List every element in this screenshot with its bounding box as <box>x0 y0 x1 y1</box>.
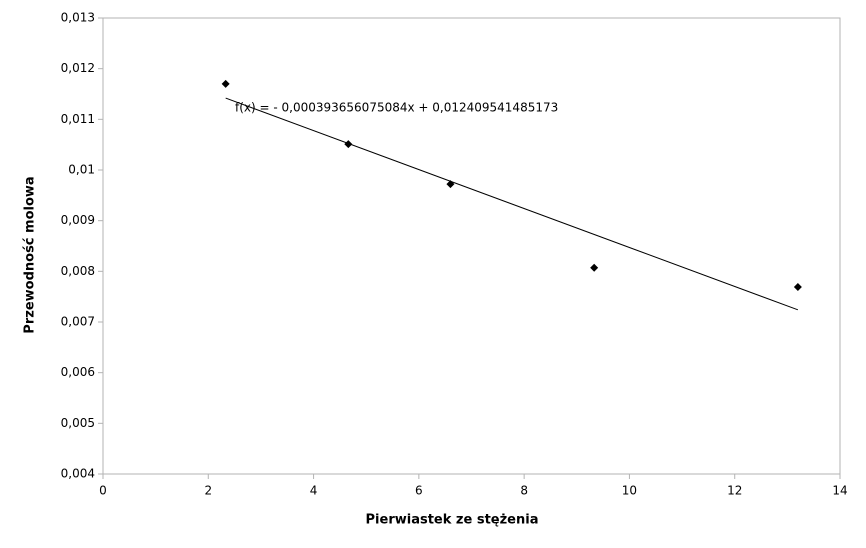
y-tick-label: 0,007 <box>61 315 95 329</box>
plot-area <box>102 17 841 475</box>
point <box>221 79 230 88</box>
y-tick-label: 0,01 <box>68 163 95 177</box>
x-tick-label: 6 <box>415 484 423 498</box>
y-tick-label: 0,005 <box>61 416 95 430</box>
y-tick-label: 0,008 <box>61 264 95 278</box>
y-tick-label: 0,012 <box>61 61 95 75</box>
point <box>590 263 599 272</box>
x-tick-label: 0 <box>99 484 107 498</box>
point <box>344 140 353 149</box>
annotation: f(x) = - 0,000393656075084x + 0,01240954… <box>235 101 558 115</box>
x-tick-label: 12 <box>727 484 742 498</box>
x-tick-label: 8 <box>520 484 528 498</box>
x-tick-label: 14 <box>832 484 847 498</box>
x-axis-label: Pierwiastek ze stężenia <box>366 513 539 528</box>
x-tick-label: 4 <box>310 484 318 498</box>
y-tick-label: 0,006 <box>61 365 95 379</box>
x-tick-label: 2 <box>204 484 212 498</box>
y-axis-label: Przewodność molowa <box>23 176 38 333</box>
trendline <box>225 97 799 311</box>
y-tick-label: 0,011 <box>61 112 95 126</box>
y-tick-label: 0,013 <box>61 11 95 25</box>
point <box>446 180 455 189</box>
x-tick-label: 10 <box>622 484 637 498</box>
y-tick-label: 0,009 <box>61 213 95 227</box>
y-tick-label: 0,004 <box>61 467 95 481</box>
point <box>793 283 802 292</box>
